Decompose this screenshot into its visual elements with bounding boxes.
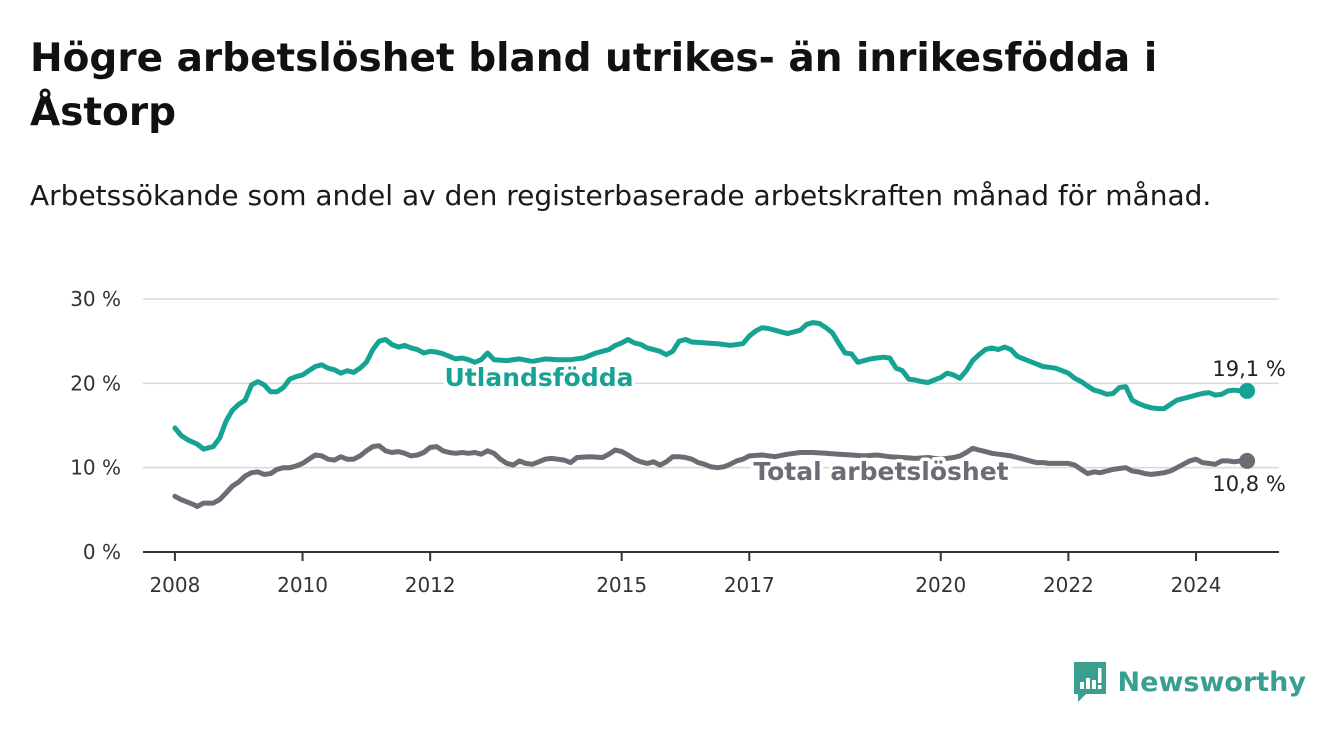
x-tick-label: 2015 [596,573,647,597]
series-line-utlandsfodda [172,320,1250,452]
brand-logo: Newsworthy [1072,660,1306,704]
x-tick-label: 2008 [149,573,200,597]
series-end-label: 10,8 % [1212,472,1285,496]
brand-name: Newsworthy [1117,666,1306,698]
y-tick-label: 0 % [83,540,121,564]
series-end-point [1239,452,1256,469]
series-name-label: Total arbetslöshet [753,457,1008,486]
y-tick-label: 20 % [70,371,121,395]
series-end-label: 19,1 % [1212,357,1285,381]
x-tick-label: 2022 [1043,573,1094,597]
x-tick-label: 2024 [1171,573,1222,597]
newsworthy-logo-icon [1073,662,1106,702]
series-end-point [1239,382,1256,399]
x-tick-label: 2020 [915,573,966,597]
x-tick-label: 2010 [277,573,328,597]
line-chart: 0 % 10 % 20 % 30 % 2008 2010 2012 2015 2017 2020 2… [70,287,1286,597]
x-tick-label: 2012 [405,573,456,597]
y-tick-label: 10 % [70,456,121,480]
chart-title: Högre arbetslöshet bland utrikes- än inr… [30,36,1158,135]
series-name-label: Utlandsfödda [445,363,634,392]
chart-subtitle: Arbetssökande som andel av den registerb… [30,179,1212,212]
series-line-total [172,443,1250,509]
x-tick-label: 2017 [724,573,775,597]
y-tick-label: 30 % [70,287,121,311]
